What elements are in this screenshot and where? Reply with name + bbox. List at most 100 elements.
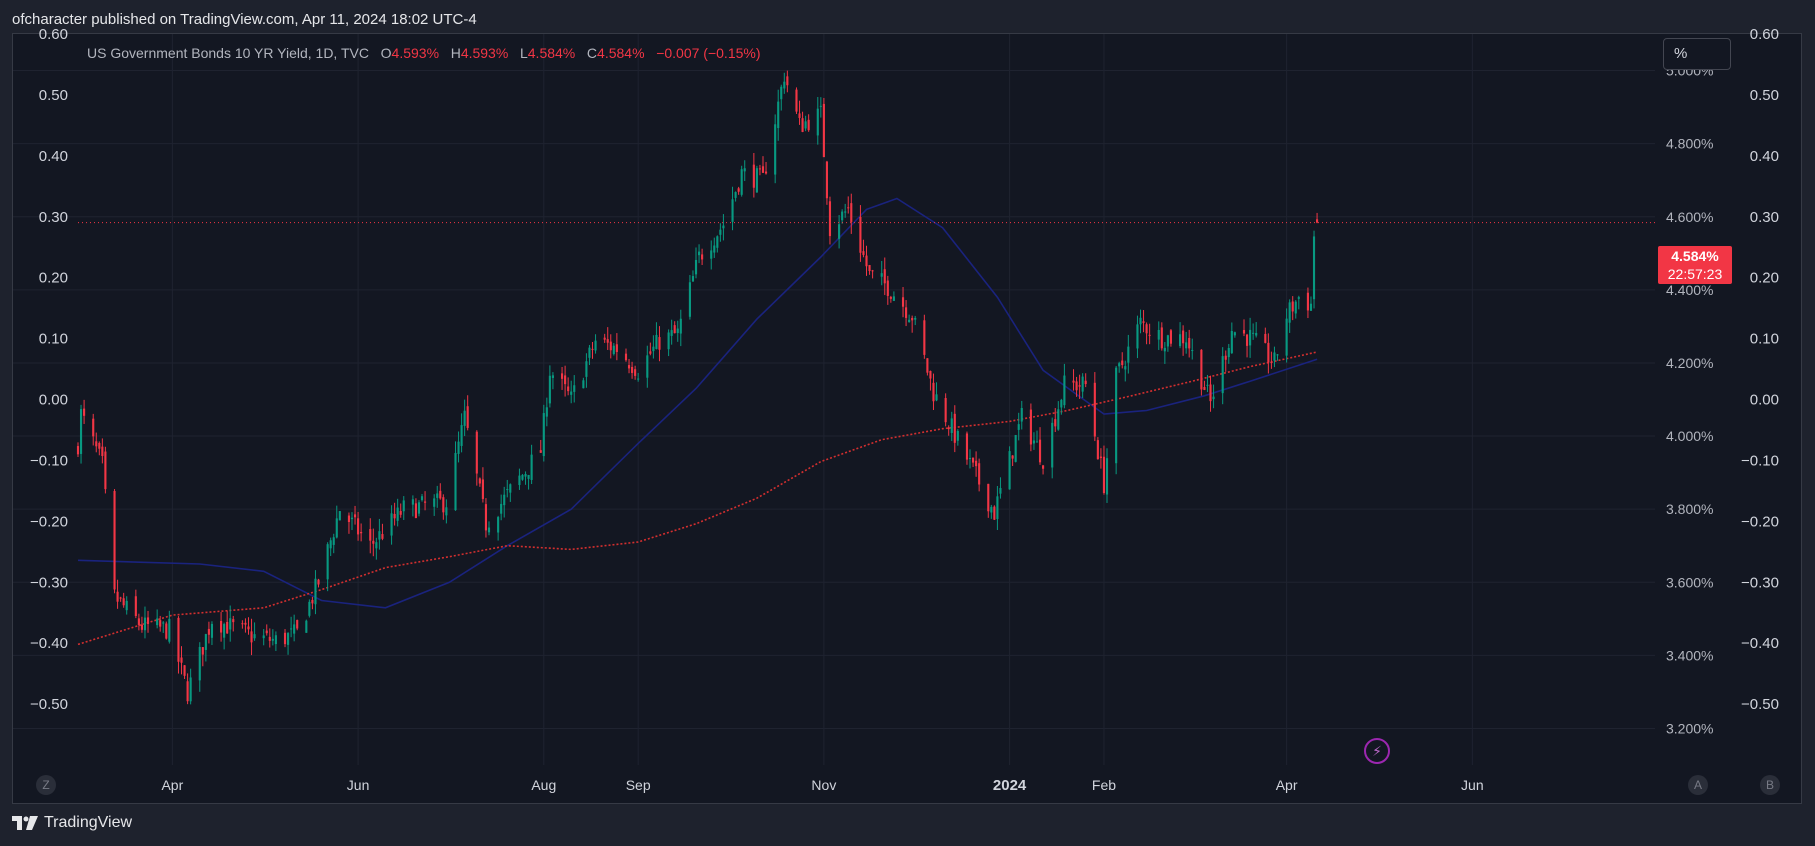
candle-body [734,192,737,198]
candle-body [1179,334,1182,347]
auto-scale-button[interactable]: A [1688,775,1708,795]
candle-body [847,207,850,209]
candle-body [271,638,274,641]
candle-body [1145,324,1148,334]
candle-body [329,540,332,549]
candle-body [1142,321,1145,323]
candle-body [649,351,652,354]
time-axis-label: Jun [347,777,370,793]
right-secondary-axis-label: 0.50 [1750,87,1779,104]
candle-body [1252,332,1255,334]
candle-body [143,617,147,631]
candle-body [1166,335,1169,347]
candle-body [710,250,713,259]
candle-body [914,317,917,320]
candle-body [286,633,290,645]
candle-body [950,418,953,433]
candle-body [442,497,445,513]
candle-body [719,229,722,235]
candle-body [697,251,701,256]
candle-body [944,398,947,423]
candle-body [1191,350,1194,352]
candle-body [95,441,98,447]
candle-body [965,433,969,460]
moving-average-red-line [77,351,1318,646]
candle-body [101,446,104,457]
legend-symbol: US Government Bonds 10 YR Yield, 1D, TVC [87,45,369,61]
candle-body [822,103,825,158]
candle-body [1121,360,1124,366]
left-axis-label: 0.10 [39,331,68,348]
candle-body [484,504,488,531]
tradingview-logo-icon [12,816,38,830]
candle-body [399,511,402,515]
b-button[interactable]: B [1760,775,1780,795]
candle-body [905,307,908,318]
candle-body [122,598,125,606]
candle-body [676,328,679,333]
candle-body [417,502,421,514]
candle-body [390,513,393,536]
time-axis-label: 2024 [993,777,1027,794]
candle-body [1233,332,1236,336]
candle-body [305,620,308,633]
candle-body [673,325,676,334]
candle-body [838,224,841,239]
candle-body [290,628,293,630]
candle-body [1224,355,1227,360]
left-axis-label: 0.30 [39,209,68,226]
candle-body [1230,330,1233,354]
candle-body [1020,408,1023,422]
candle-body [539,450,542,453]
candle-body [1221,356,1224,394]
candle-body [338,511,341,521]
candle-body [819,105,822,107]
candle-body [478,478,481,484]
candle-body [679,318,682,334]
legend-open-key: O [380,45,392,61]
candle-body [655,334,658,349]
candle-body [764,171,768,174]
candle-body [1212,396,1215,400]
candle-body [335,518,338,538]
lightning-icon[interactable]: ⚡ [1364,738,1390,764]
candle-body [798,113,801,118]
candle-body [98,442,101,449]
candle-body [296,620,299,629]
candle-body [804,121,807,129]
tradingview-brand[interactable]: TradingView [12,814,132,832]
candle-body [113,490,116,590]
candle-body [1084,380,1087,385]
candle-body [816,108,819,136]
candle-body [268,636,271,641]
candle-body [1306,292,1310,311]
candle-body [1200,349,1203,390]
candle-body [177,617,180,662]
z-button[interactable]: Z [36,775,56,795]
right-secondary-axis-label: −0.50 [1741,696,1779,713]
candle-body [347,515,351,523]
candle-body [542,413,545,457]
candle-body [210,623,214,638]
candle-body [119,597,122,599]
right-secondary-axis-label: −0.10 [1741,452,1779,469]
price-axis-label: 4.600% [1666,209,1713,225]
chart-frame[interactable] [12,33,1802,804]
price-axis-label: 3.600% [1666,574,1713,590]
candle-body [841,211,844,221]
candle-body [274,635,277,645]
candle-body [752,164,755,188]
candle-body [953,413,956,443]
candle-body [1267,342,1270,363]
candle-body [180,657,183,663]
percent-scale-button[interactable]: % [1663,38,1731,70]
time-axis-label: Feb [1092,777,1116,793]
candle-body [436,493,439,498]
candle-body [968,457,972,459]
time-axis-label: Apr [1276,777,1298,793]
candle-body [466,406,469,428]
candle-body [1099,456,1102,458]
candle-body [548,375,551,404]
candle-body [1051,422,1054,468]
